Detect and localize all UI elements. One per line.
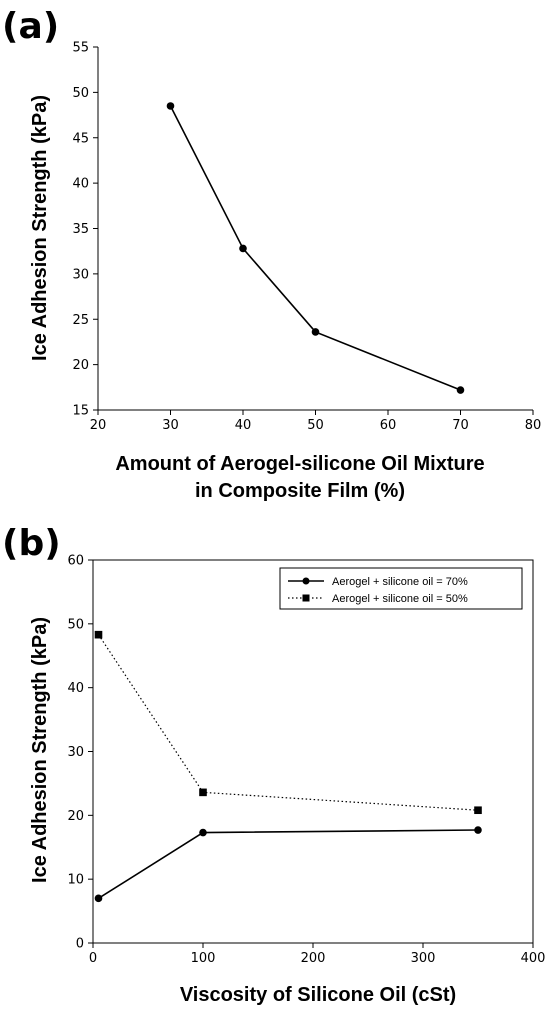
panel-a-x-tick-label: 60 [380,418,397,433]
panel-b-y-tick-label: 30 [67,745,84,760]
panel-b-legend-1-marker [302,594,310,602]
panel-b-series-0-point [94,894,103,903]
panel-b-plot-area: 0 100 200 300 400 0 10 20 30 40 50 60 Aerogel + sili… [67,554,545,967]
panel-b-x-tick-label: 200 [301,951,326,966]
panel-b-series-0-point [199,828,207,837]
panel-b-series-0-line [98,829,479,899]
panel-a-x-tick-label: 50 [307,418,324,433]
panel-a-label: (a) [2,6,59,47]
panel-a-y-tick-label: 55 [72,41,89,56]
panel-a-series-0-line [169,105,461,391]
panel-a-series-0-point [166,102,175,110]
panel-b-series-1-point [94,630,103,639]
panel-a-y-tick-label: 15 [72,404,89,419]
panel-a-series-0-point [239,244,247,253]
panel-a-y-tick-label: 20 [72,358,89,373]
panel-b-x-tick-label: 300 [411,951,436,966]
panel-a-y-tick-label: 45 [72,131,89,146]
panel-a: (a) Ice Adhesion Strength (kPa) Amount o… [2,6,541,502]
panel-a-y-axis-label: Ice Adhesion Strength (kPa) [29,95,51,361]
panel-b-legend-box [279,567,523,610]
panel-b-x-axis-label: Viscosity of Silicone Oil (cSt) [180,984,456,1006]
panel-a-y-tick-label: 50 [72,86,89,101]
panel-b-plot-frame [92,559,534,944]
panel-b-y-tick-label: 20 [67,809,84,824]
panel-b-legend-0-label: Aerogel + silicone oil = 70% [332,576,468,588]
panel-a-x-tick-label: 20 [90,418,107,433]
panel-a-x-tick-label: 80 [525,418,542,433]
panel-a-y-tick-label: 40 [72,177,89,192]
panel-b-legend-1-label: Aerogel + silicone oil = 50% [332,593,468,605]
panel-a-y-tick-label: 35 [72,222,89,237]
panel-b-x-tick-label: 100 [191,951,216,966]
panel-a-y-tick-label: 30 [72,267,89,282]
panel-b-series-1-line [97,634,479,811]
panel-b-x-tick-label: 0 [89,951,97,966]
panel-a-x-axis-label-line2: in Composite Film (%) [195,480,405,502]
panel-b: (b) Ice Adhesion Strength (kPa) Viscosit… [2,523,545,1006]
panel-b-label: (b) [2,523,61,564]
panel-b-y-tick-label: 40 [67,681,84,696]
panel-b-x-tick-label: 400 [521,951,546,966]
panel-b-y-tick-label: 60 [67,554,84,569]
panel-a-series-0-point [311,328,320,336]
panel-a-x-tick-label: 30 [162,418,179,433]
panel-a-x-axis-label-line1: Amount of Aerogel-silicone Oil Mixture [115,453,484,475]
panel-b-series-1-point [474,806,482,815]
panel-a-y-tick-label: 25 [72,313,89,328]
panel-b-legend-0-marker [302,577,310,585]
panel-b-y-axis-label: Ice Adhesion Strength (kPa) [29,617,51,883]
panel-b-y-tick-label: 50 [67,617,84,632]
panel-b-y-tick-label: 10 [67,873,84,888]
panel-a-x-tick-label: 40 [235,418,252,433]
panel-b-series-1-point [199,788,207,797]
panel-a-series-0-point [456,386,465,394]
panel-b-y-tick-label: 0 [76,937,84,952]
panel-b-series-0-point [474,826,482,834]
panel-a-x-tick-label: 70 [452,418,469,433]
